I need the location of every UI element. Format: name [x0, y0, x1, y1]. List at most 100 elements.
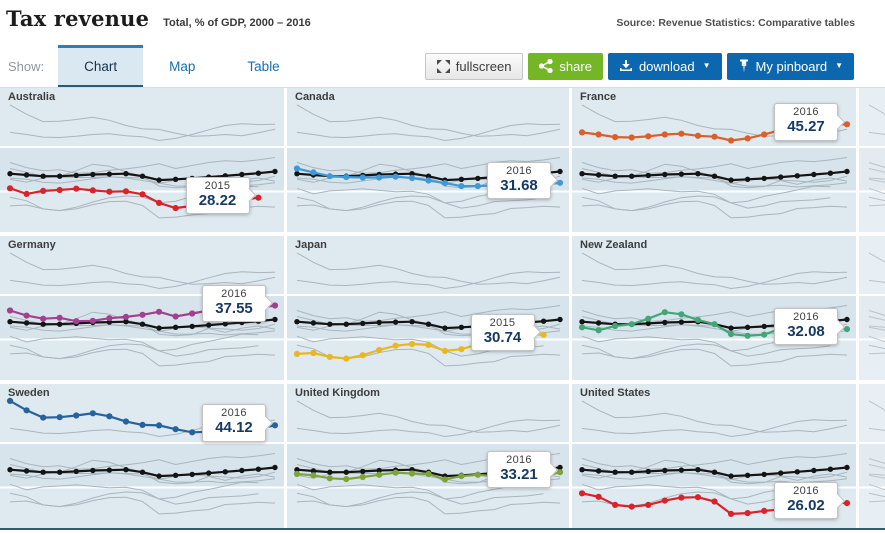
- chart-panel-japan: Japan 2015 30.74: [287, 236, 569, 380]
- tooltip-japan: 2015 30.74: [470, 313, 535, 352]
- context-line-france: [296, 123, 561, 142]
- context-line-france: [9, 271, 275, 290]
- panel-title: United States: [580, 387, 651, 399]
- action-buttons: fullscreen share download ▼: [424, 45, 885, 87]
- tooltip-value: 44.12: [215, 419, 253, 437]
- bottom-border: [0, 528, 885, 530]
- context-line-united-states: [9, 344, 275, 367]
- small-multiples-grid: Australia 2015 28.22 Canada 2016 31.68 France 2…: [0, 88, 885, 528]
- panel-title: New Zealand: [580, 239, 648, 251]
- context-line-france: [296, 271, 561, 290]
- context-line-united-states: [581, 344, 847, 367]
- chart-subtitle: Total, % of GDP, 2000 – 2016: [163, 17, 311, 29]
- tooltip-value: 32.08: [787, 323, 825, 341]
- tooltip-sweden: 2016 44.12: [202, 404, 266, 442]
- tooltip-new-zealand: 2016 32.08: [774, 308, 838, 346]
- caret-down-icon: ▼: [835, 61, 843, 70]
- context-line-australia: [9, 483, 259, 505]
- chart-canvas-partial: [859, 400, 885, 503]
- share-button[interactable]: share: [528, 52, 603, 80]
- view-toolbar: Show: Chart Map Table fullscreen share: [0, 45, 885, 88]
- context-line-united-states: [296, 492, 561, 515]
- tab-chart[interactable]: Chart: [58, 45, 144, 87]
- tooltip-value: 31.68: [500, 176, 538, 194]
- context-line-sweden: [9, 104, 276, 137]
- tooltip-australia: 2015 28.22: [185, 176, 250, 214]
- context-line-sweden: [9, 252, 276, 285]
- panel-title: Germany: [8, 239, 56, 251]
- share-label: share: [559, 58, 592, 74]
- context-line-united-states: [296, 196, 561, 219]
- chart-canvas-canada[interactable]: [287, 88, 569, 232]
- source-label: Source: Revenue Statistics: Comparative …: [616, 17, 855, 29]
- tab-table[interactable]: Table: [247, 58, 280, 74]
- tooltip-year: 2016: [221, 287, 247, 300]
- pinboard-label: My pinboard: [755, 58, 828, 74]
- context-line-germany: [581, 157, 848, 174]
- chart-canvas-sweden[interactable]: [0, 384, 284, 528]
- chart-panel-united-kingdom: United Kingdom 2016 33.21: [287, 384, 569, 528]
- panel-title: Sweden: [8, 387, 50, 399]
- page-title: Tax revenue: [6, 6, 150, 31]
- chart-canvas-japan[interactable]: [287, 236, 569, 380]
- caret-down-icon: ▼: [702, 61, 711, 70]
- tooltip-year: 2016: [221, 407, 247, 420]
- download-button[interactable]: download ▼: [607, 52, 722, 80]
- context-line-germany: [9, 157, 276, 174]
- fullscreen-icon: [436, 59, 450, 73]
- fullscreen-label: fullscreen: [455, 58, 512, 74]
- tooltip-year: 2016: [793, 311, 819, 324]
- chart-canvas-france[interactable]: [572, 88, 856, 232]
- fullscreen-button[interactable]: fullscreen: [424, 52, 524, 80]
- country-series-line: [578, 120, 851, 144]
- oecd-average-line: [7, 316, 278, 331]
- chart-panel-australia: Australia 2015 28.22: [0, 88, 284, 232]
- chart-panel-united-states: United States 2016 26.02: [572, 384, 856, 528]
- tooltip-canada: 2016 31.68: [487, 161, 551, 200]
- share-icon: [539, 59, 554, 73]
- panel-title: Japan: [295, 239, 327, 251]
- panel-title: United Kingdom: [295, 387, 380, 399]
- tooltip-france: 2016 45.27: [774, 103, 838, 141]
- tab-map[interactable]: Map: [169, 58, 196, 74]
- chart-panel-partial: [859, 384, 885, 528]
- context-line-sweden: [296, 400, 561, 433]
- panel-title: Canada: [295, 91, 335, 103]
- page-header: Tax revenue Total, % of GDP, 2000 – 2016…: [0, 0, 885, 45]
- download-icon: [619, 60, 632, 71]
- tooltip-year: 2015: [204, 179, 231, 192]
- context-line-united-states: [9, 492, 275, 515]
- tooltip-value: 30.74: [483, 328, 522, 346]
- context-line-australia: [9, 335, 259, 357]
- pin-icon: [739, 59, 748, 73]
- context-line-france: [296, 419, 561, 438]
- oecd-average-line: [7, 464, 278, 479]
- oecd-average-line: [579, 464, 850, 479]
- context-line-australia: [581, 335, 831, 357]
- oecd-average-line: [579, 168, 850, 183]
- context-line-germany: [9, 453, 276, 470]
- show-label: Show:: [8, 58, 45, 74]
- tooltip-germany: 2016 37.55: [202, 284, 266, 322]
- chart-panel-france: France 2016 45.27: [572, 88, 856, 232]
- context-line-united-states: [581, 196, 847, 219]
- tooltip-united-kingdom: 2016 33.21: [487, 451, 551, 489]
- tooltip-value: 45.27: [787, 118, 825, 136]
- chart-panel-new-zealand: New Zealand 2016 32.08: [572, 236, 856, 380]
- context-line-australia: [581, 187, 831, 209]
- context-line-germany: [296, 305, 561, 322]
- tooltip-value: 37.55: [215, 299, 253, 317]
- context-line-sweden: [581, 252, 848, 285]
- tooltip-value: 28.22: [198, 191, 237, 209]
- chart-panel-sweden: Sweden 2016 44.12: [0, 384, 284, 528]
- panel-title: France: [580, 91, 617, 103]
- context-line-sweden: [296, 104, 561, 137]
- context-line-sweden: [296, 252, 561, 285]
- my-pinboard-button[interactable]: My pinboard ▼: [726, 52, 854, 80]
- chart-canvas-united-states[interactable]: [572, 384, 856, 528]
- chart-canvas-partial: [859, 252, 885, 355]
- tooltip-year: 2016: [506, 454, 532, 467]
- chart-canvas-partial: [859, 104, 885, 207]
- tooltip-value: 33.21: [500, 466, 538, 484]
- context-line-germany: [581, 453, 848, 470]
